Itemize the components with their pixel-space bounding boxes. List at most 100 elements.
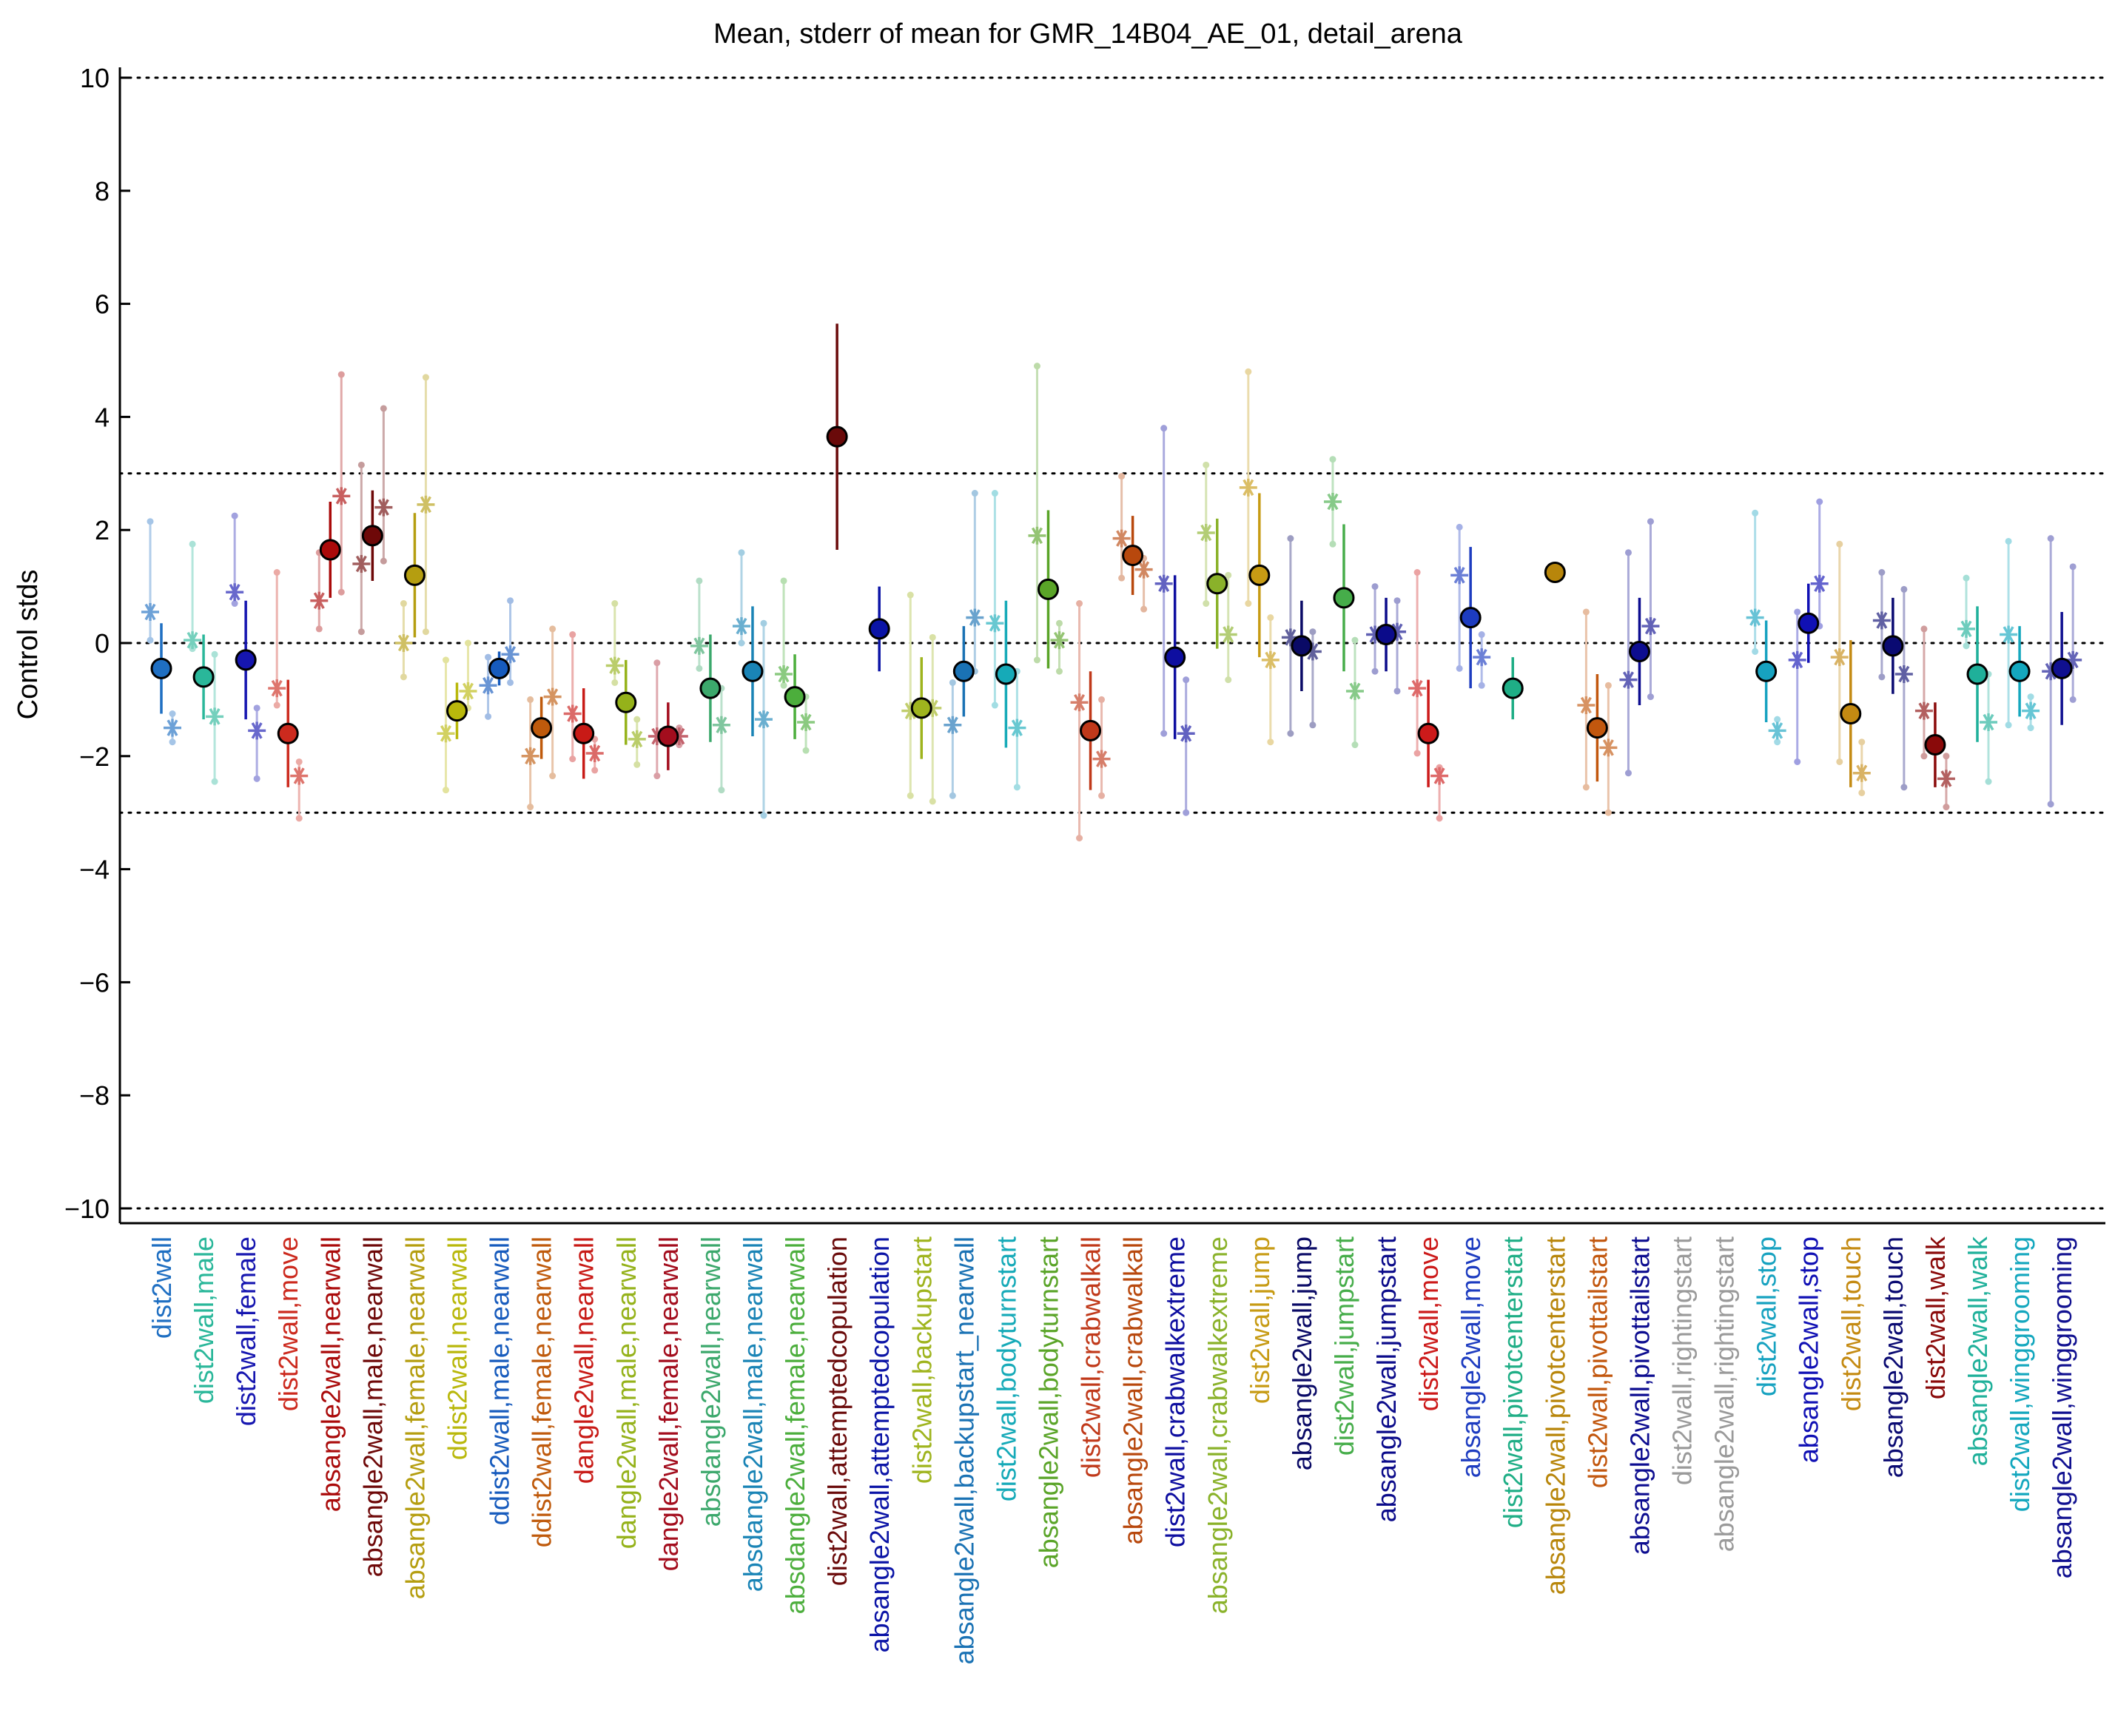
category-group (826, 323, 848, 550)
range-end-dot (189, 540, 196, 548)
y-tick-label: −8 (79, 1080, 110, 1111)
x-tick-label: absangle2wall,jump (1287, 1237, 1317, 1470)
x-tick-label: dist2wall,bodyturnstart (991, 1237, 1021, 1501)
line-mean-star (1345, 682, 1364, 700)
category-group (1914, 625, 1955, 811)
line-mean-star (1028, 526, 1046, 545)
range-end-dot (295, 758, 303, 765)
mean-marker (573, 722, 595, 744)
category-group (868, 586, 890, 672)
range-end-dot (1858, 789, 1866, 796)
line-mean-star (1619, 670, 1638, 689)
range-end-dot (1245, 600, 1252, 608)
line-mean-star (1154, 574, 1173, 593)
range-end-dot (231, 512, 238, 519)
x-tick-label: absangle2wall,backupstart_nearwall (949, 1237, 979, 1664)
x-tick-label: ddist2wall,male,nearwall (485, 1237, 515, 1525)
range-end-dot (1816, 498, 1823, 505)
mean-marker (445, 700, 468, 722)
line-mean-star (226, 583, 244, 602)
mean-marker (1375, 624, 1397, 646)
range-end-dot (1033, 363, 1040, 370)
y-tick-label: −6 (79, 967, 110, 997)
range-end-dot (1013, 784, 1020, 791)
mean-marker (277, 722, 299, 744)
x-tick-label: absangle2wall,winggrooming (2047, 1237, 2077, 1578)
range-end-dot (1582, 608, 1590, 616)
range-end-dot (1267, 614, 1274, 622)
line-mean-star (206, 707, 224, 726)
x-tick-label: dist2wall,pivottailstart (1582, 1237, 1613, 1488)
range-end-dot (1436, 815, 1443, 822)
category-group (141, 518, 181, 746)
y-tick-label: −2 (79, 741, 110, 772)
line-mean-star (1239, 478, 1257, 497)
range-end-dot (1920, 625, 1928, 633)
line-mean-star (1008, 719, 1026, 737)
range-end-dot (1183, 809, 1190, 816)
category-group (1154, 425, 1195, 816)
category-group (437, 639, 477, 794)
range-end-dot (549, 773, 557, 780)
x-tick-label: ddist2wall,female,nearwall (527, 1237, 557, 1547)
x-tick-label: dist2wall,stop (1752, 1237, 1782, 1396)
mean-marker (1037, 578, 1059, 600)
mean-marker (1122, 545, 1144, 567)
x-tick-label: dist2wall,crabwalkextreme (1160, 1237, 1191, 1547)
range-end-dot (1118, 473, 1126, 480)
range-end-dot (1033, 656, 1040, 664)
range-end-dot (1309, 721, 1317, 729)
range-end-dot (2047, 801, 2054, 808)
y-ticks: 10 8 6 4 2 0 −2 −4 −6 −8 −10 (64, 63, 130, 1224)
line-mean-star (605, 656, 624, 675)
mean-marker (1164, 646, 1186, 668)
x-tick-label: dist2wall,move (1413, 1237, 1444, 1411)
range-end-dot (357, 461, 365, 468)
range-end-dot (1413, 569, 1421, 576)
line-mean-star (1219, 625, 1237, 644)
range-end-dot (1858, 739, 1866, 746)
range-end-dot (211, 778, 218, 785)
range-end-dot (1624, 770, 1632, 777)
mean-marker (615, 691, 637, 713)
range-end-dot (1140, 605, 1148, 613)
x-tick-label: dangle2wall,male,nearwall (611, 1237, 642, 1549)
range-end-dot (1647, 518, 1654, 525)
line-mean-star (268, 679, 286, 698)
range-end-dot (1351, 636, 1359, 644)
range-end-dot (738, 549, 745, 556)
x-tick-label: dist2wall,jump (1245, 1237, 1275, 1404)
range-end-dot (1287, 535, 1294, 542)
line-mean-star (501, 645, 519, 664)
mean-marker (910, 697, 932, 719)
range-end-dot (1098, 696, 1106, 703)
range-end-dot (400, 673, 407, 681)
mean-marker (1882, 635, 1904, 657)
range-end-dot (2005, 721, 2012, 729)
line-mean-star (1914, 702, 1933, 720)
mean-marker (784, 686, 806, 708)
range-end-dot (442, 656, 449, 664)
line-mean-star (1599, 739, 1618, 757)
range-end-dot (1329, 540, 1336, 548)
line-mean-star (1408, 679, 1427, 698)
x-tick-label: absdangle2wall,nearwall (696, 1237, 726, 1527)
category-group (1366, 583, 1407, 695)
range-end-dot (1456, 665, 1463, 672)
range-end-dot (1371, 583, 1379, 591)
mean-marker (1248, 564, 1271, 586)
range-end-dot (422, 374, 429, 381)
category-group (310, 371, 351, 633)
mean-marker (1080, 719, 1102, 741)
x-tick-label: absangle2wall,walk (1963, 1236, 1993, 1466)
mean-marker (192, 666, 215, 688)
line-mean-star (1577, 696, 1596, 715)
x-tick-label: absdangle2wall,male,nearwall (738, 1237, 768, 1592)
mean-marker (1924, 734, 1946, 756)
mean-marker (488, 657, 511, 679)
range-end-dot (1456, 523, 1463, 531)
range-end-dot (2047, 535, 2054, 542)
range-end-dot (400, 600, 407, 608)
line-mean-star (543, 687, 562, 706)
x-tick-label: dist2wall,rightingstart (1667, 1237, 1698, 1485)
